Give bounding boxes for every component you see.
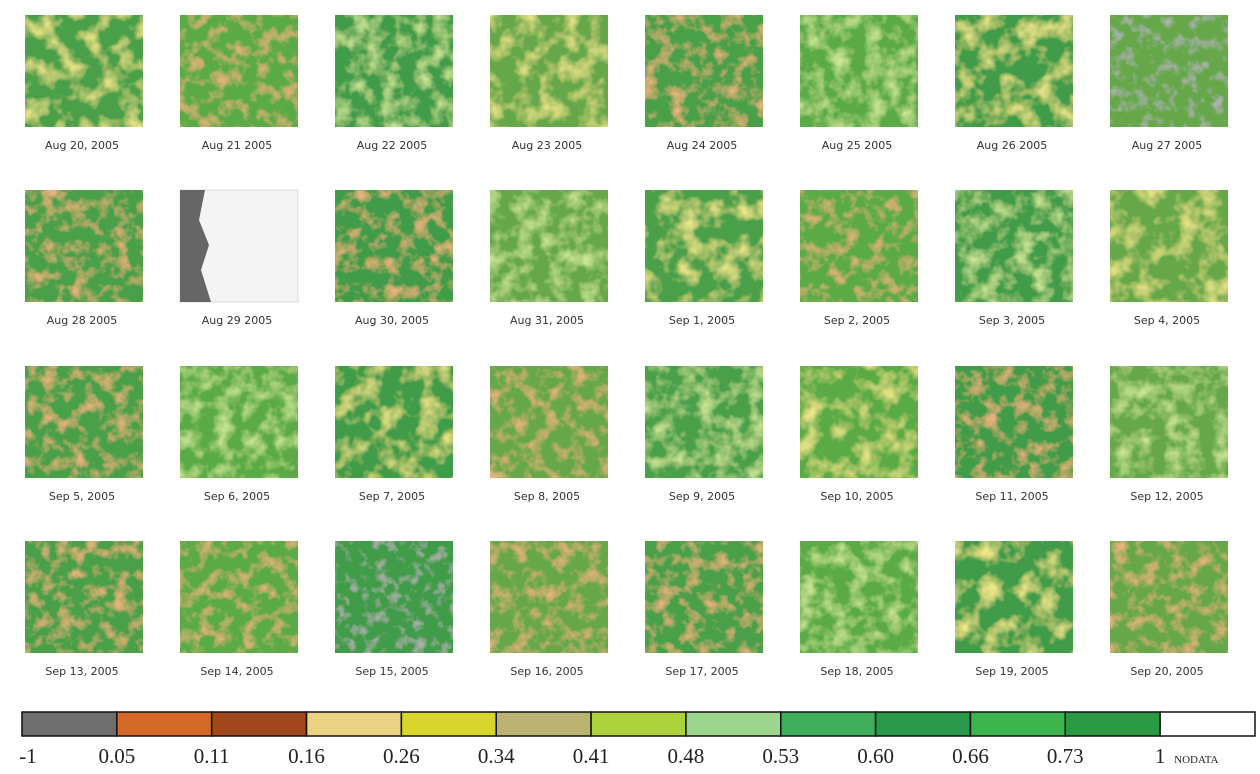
- legend-swatch: [305, 711, 403, 737]
- date-label: Sep 2, 2005: [824, 314, 890, 327]
- legend-swatch: [780, 711, 877, 737]
- legend-label: 0.16: [288, 744, 325, 768]
- legend-swatch: [400, 711, 497, 737]
- satellite-tile: [1110, 15, 1228, 127]
- date-label: Sep 16, 2005: [510, 665, 583, 678]
- date-label: Sep 13, 2005: [45, 665, 118, 678]
- satellite-tile: [25, 190, 143, 302]
- satellite-tile: [645, 190, 763, 302]
- date-label: Sep 1, 2005: [669, 314, 735, 327]
- date-label: Sep 8, 2005: [514, 490, 580, 503]
- legend-nodata: NODATA: [1174, 754, 1218, 766]
- legend-label: 0.73: [1047, 744, 1084, 768]
- satellite-tile: [645, 15, 763, 127]
- satellite-tile: [490, 541, 608, 653]
- date-label: Sep 4, 2005: [1134, 314, 1200, 327]
- date-label: Aug 26 2005: [977, 139, 1047, 152]
- legend-swatch: [21, 711, 118, 737]
- satellite-tile: [955, 366, 1073, 478]
- date-label: Sep 15, 2005: [355, 665, 428, 678]
- satellite-tile: [335, 366, 453, 478]
- date-label: Aug 21 2005: [202, 139, 272, 152]
- legend-label: -1: [19, 744, 37, 768]
- satellite-tile: [800, 15, 918, 127]
- legend-label: 0.05: [98, 744, 135, 768]
- date-label: Sep 6, 2005: [204, 490, 270, 503]
- date-label: Sep 9, 2005: [669, 490, 735, 503]
- satellite-tile: [25, 366, 143, 478]
- legend-label: 0.66: [952, 744, 989, 768]
- date-label: Aug 31, 2005: [510, 314, 584, 327]
- date-label: Sep 5, 2005: [49, 490, 115, 503]
- legend-label: 0.60: [857, 744, 894, 768]
- legend-label: 1: [1155, 744, 1166, 768]
- legend-label: 0.34: [478, 744, 515, 768]
- date-label: Sep 14, 2005: [200, 665, 273, 678]
- legend-label: 0.41: [573, 744, 610, 768]
- date-label: Sep 3, 2005: [979, 314, 1045, 327]
- date-label: Aug 28 2005: [47, 314, 117, 327]
- legend-label: 0.48: [668, 744, 705, 768]
- satellite-tile: [645, 366, 763, 478]
- legend-swatch: [590, 711, 687, 737]
- legend-swatch: [874, 711, 972, 737]
- satellite-tile: [335, 190, 453, 302]
- legend-label: 0.53: [762, 744, 799, 768]
- satellite-tile: [25, 15, 143, 127]
- satellite-tile: [490, 190, 608, 302]
- date-label: Aug 24 2005: [667, 139, 737, 152]
- satellite-tile: [955, 15, 1073, 127]
- date-label: Sep 7, 2005: [359, 490, 425, 503]
- date-label: Aug 22 2005: [357, 139, 427, 152]
- legend-swatch: [969, 711, 1067, 737]
- date-label: Sep 19, 2005: [975, 665, 1048, 678]
- satellite-tile: [1110, 190, 1228, 302]
- satellite-tile: [180, 366, 298, 478]
- satellite-tile: [955, 190, 1073, 302]
- legend-swatch: [210, 711, 308, 737]
- terrain-shape: [180, 190, 211, 302]
- date-label: Aug 30, 2005: [355, 314, 429, 327]
- satellite-tile: [490, 366, 608, 478]
- satellite-tile: [645, 541, 763, 653]
- satellite-tile: [180, 15, 298, 127]
- date-label: Aug 23 2005: [512, 139, 582, 152]
- satellite-tile: [955, 541, 1073, 653]
- satellite-tile: [1110, 541, 1228, 653]
- satellite-tile: [800, 190, 918, 302]
- date-label: Aug 29 2005: [202, 314, 272, 327]
- legend-swatch: [116, 711, 213, 737]
- satellite-tile: [335, 541, 453, 653]
- date-label: Sep 11, 2005: [975, 490, 1048, 503]
- date-label: Sep 10, 2005: [820, 490, 893, 503]
- legend-swatch: [1064, 711, 1161, 737]
- legend-label: 0.11: [194, 744, 230, 768]
- satellite-tile: [180, 541, 298, 653]
- satellite-tile: [335, 15, 453, 127]
- legend-label: 0.26: [383, 744, 420, 768]
- legend-swatch: [1159, 711, 1256, 737]
- date-label: Sep 17, 2005: [665, 665, 738, 678]
- satellite-tile: [800, 366, 918, 478]
- satellite-tile: [800, 541, 918, 653]
- satellite-tile: [25, 541, 143, 653]
- date-label: Sep 20, 2005: [1130, 665, 1203, 678]
- satellite-tile: [1110, 366, 1228, 478]
- satellite-tile: [490, 15, 608, 127]
- date-label: Aug 25 2005: [822, 139, 892, 152]
- date-label: Aug 27 2005: [1132, 139, 1202, 152]
- date-label: Aug 20, 2005: [45, 139, 119, 152]
- date-label: Sep 18, 2005: [820, 665, 893, 678]
- legend-swatch: [495, 711, 592, 737]
- date-label: Sep 12, 2005: [1130, 490, 1203, 503]
- legend-swatch: [685, 711, 782, 737]
